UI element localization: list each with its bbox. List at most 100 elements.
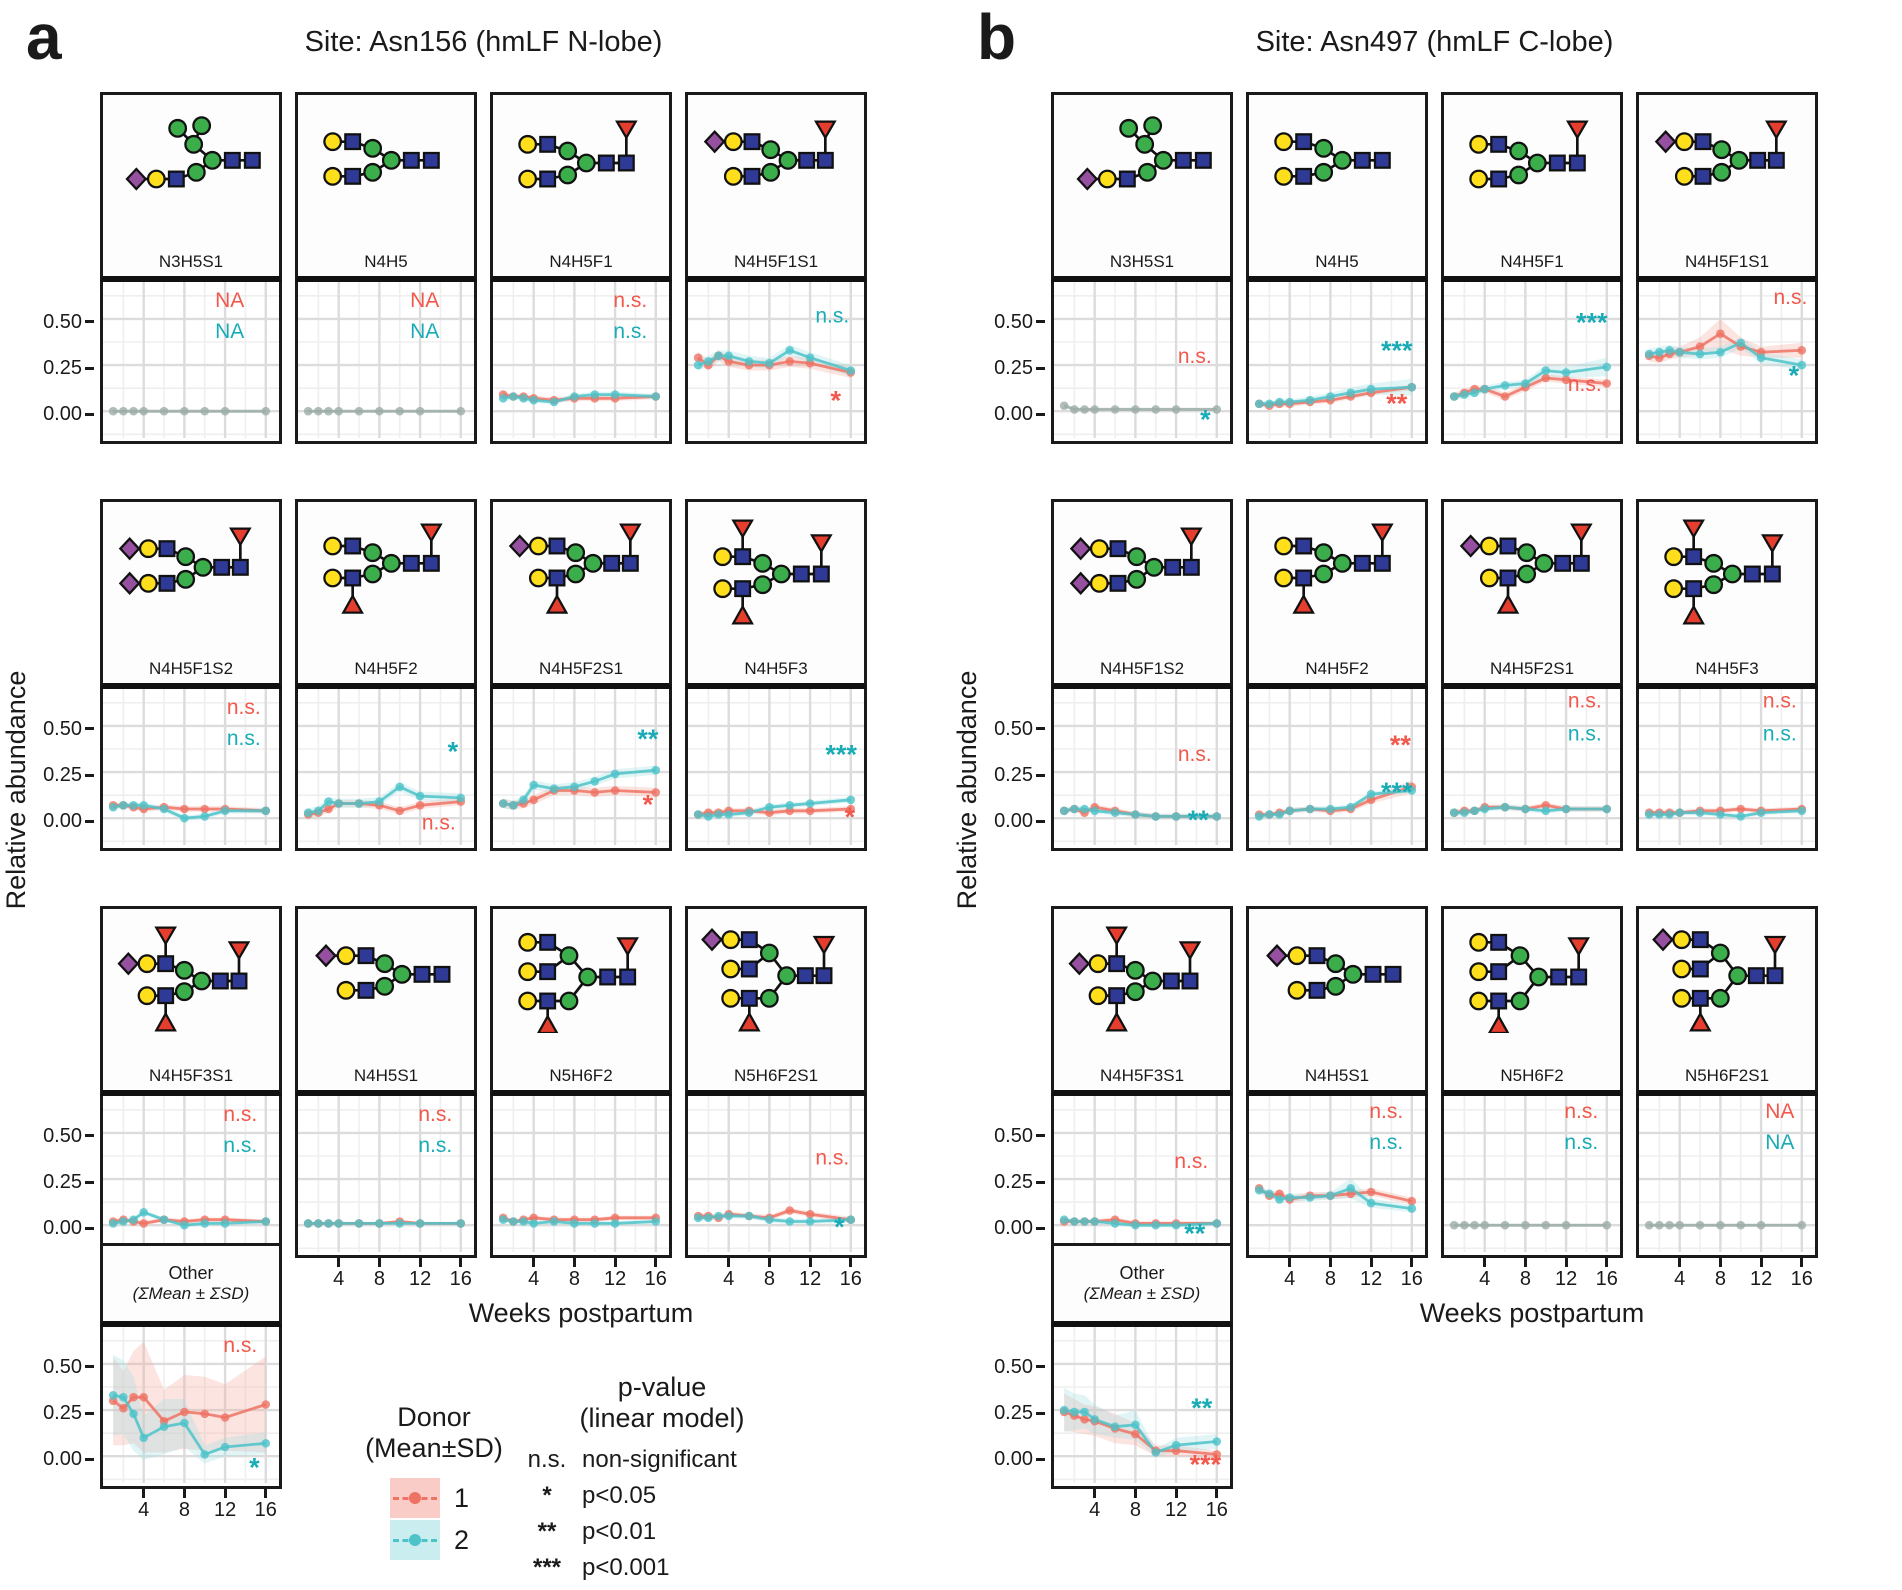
abundance-chart: n.s. n.s. [493,282,669,438]
y-tick-label: 0.00 [994,810,1033,833]
x-tick-label: 12 [1554,1268,1578,1290]
subplot-n4h5f1: N4H5F1 n.s. n.s. [490,92,672,444]
significance-annotation: n.s. [1568,723,1602,746]
x-tick-label: 4 [1479,1268,1491,1290]
x-tick-label: 8 [1714,1268,1726,1290]
subplot-n4h5f2: N4H5F2 * n.s. [295,499,477,851]
y-tick-mark [85,412,94,416]
subplot-n3h5s1: N3H5S1 NA NA 0.50 0.25 0.00 [43,92,282,444]
x-tick-mark [727,1258,731,1267]
other-title: Other [1119,1263,1165,1283]
y-tick-label: 0.00 [43,403,82,426]
glycan-panel: N3H5S1 [100,92,282,282]
abundance-chart: n.s. * [688,282,864,438]
chart-panel: n.s. n.s. [490,282,672,444]
x-tick-mark [1093,1489,1097,1498]
abundance-chart: n.s. ** [1054,689,1230,845]
star3-label: p<0.001 [582,1554,670,1581]
glycan-name: N4H5F1S2 [1099,659,1185,678]
glycan-name: N3H5S1 [1109,252,1175,271]
legend-pvalue-title: p-value [617,1372,707,1402]
subplot-n4h5s1: N4H5S1 n.s. n.s. 4 8 12 16 [295,906,477,1290]
y-axis-ticks: 0.50 0.25 0.00 [989,1096,1045,1252]
glycan-panel: N4H5S1 [1246,906,1428,1096]
chart-panel: ***** [1051,1327,1233,1489]
abundance-chart: n.s. n.s. [1639,689,1815,845]
chart-panel: n.s. * [100,1327,282,1489]
chart-panel: *** * [685,689,867,851]
glycan-structure-icon [508,523,642,614]
panel-b-grid: N3H5S1 n.s. * 0.50 0.25 0.00 N4H5 *** ** N4H5F1 **… [994,0,1822,1584]
subplot-n4h5: N4H5 NA NA [295,92,477,444]
panel-a-grid: N3H5S1 NA NA 0.50 0.25 0.00 N4H5 NA NA N4H5F1 n.s.… [43,0,871,1584]
x-tick-label: 16 [1205,1499,1228,1521]
glycan-panel: N4H5F2 [1246,499,1428,689]
pvalue-row-2star: ** p<0.01 [512,1518,812,1546]
glycan-panel: N4H5F1 [490,92,672,282]
significance-annotation: NA [1765,1100,1794,1123]
y-tick-mark [85,366,94,370]
abundance-chart: *** [493,689,669,845]
chart-panel [490,1096,672,1258]
other-subplot-header: Other (ΣMean ± ΣSD) [1051,1243,1233,1327]
abundance-chart: *** n.s. [1444,282,1620,438]
significance-annotation: NA [215,320,244,343]
y-tick-mark [1036,1365,1045,1369]
significance-annotation: ** [1188,805,1210,835]
x-tick-label: 8 [373,1268,385,1290]
donor1-label: 1 [454,1482,470,1513]
x-tick-mark [182,1489,186,1498]
x-tick-label: 8 [1324,1268,1336,1290]
y-tick-label: 0.25 [43,1402,82,1425]
y-axis-ticks: 0.50 0.25 0.00 [989,282,1045,438]
significance-annotation: n.s. [1369,1100,1403,1123]
y-tick-label: 0.00 [43,1217,82,1240]
other-title: Other [168,1263,214,1283]
y-tick-mark [85,1226,94,1230]
x-tick-label: 4 [1284,1268,1296,1290]
y-tick-mark [85,320,94,324]
abundance-chart: n.s. n.s. [298,1096,474,1252]
y-tick-mark [85,727,94,731]
subplot-n4h5s1: N4H5S1 n.s. n.s. 4 8 12 16 [1246,906,1428,1290]
glycan-panel: N4H5F3S1 [100,906,282,1096]
y-tick-mark [1036,773,1045,777]
y-axis-ticks: 0.50 0.25 0.00 [38,1327,94,1483]
glycan-structure-icon [713,519,833,625]
glycan-panel: N4H5 [295,92,477,282]
star2-symbol: ** [537,1518,557,1545]
significance-annotation: *** [1381,336,1413,366]
glycan-structure-icon [518,932,639,1033]
y-tick-label: 0.00 [43,810,82,833]
y-tick-mark [1036,1134,1045,1138]
significance-annotation: n.s. [1174,1150,1208,1173]
x-tick-label: 12 [408,1268,432,1290]
x-tick-label: 12 [1749,1268,1773,1290]
abundance-chart: n.s. * [1639,282,1815,438]
significance-annotation: *** [1576,308,1608,338]
abundance-chart: n.s. n.s. [1444,1096,1620,1252]
glycan-structure-icon [118,527,252,595]
abundance-chart: n.s. * [1054,282,1230,438]
significance-annotation: * [1789,361,1800,391]
abundance-chart: n.s. * [103,1327,279,1483]
x-axis-title: Weeks postpartum [468,1298,694,1328]
chart-panel: NA NA [100,282,282,444]
panel-a-title: Site: Asn156 (hmLF N-lobe) [304,26,663,58]
glycan-name: N4H5F1S1 [1684,252,1770,271]
subplot-n4h5f3: N4H5F3 *** * [685,499,867,851]
glycan-name: N4H5F1S2 [148,659,234,678]
y-tick-label: 0.50 [43,1124,82,1147]
abundance-chart: ***** [1249,282,1425,438]
significance-annotation: NA [1765,1131,1794,1154]
x-tick-mark [849,1258,853,1267]
glycan-panel: N4H5F1 [1441,92,1623,282]
y-tick-mark [85,1134,94,1138]
y-tick-label: 0.00 [43,1448,82,1471]
significance-annotation: n.s. [1763,690,1797,713]
significance-annotation: n.s. [223,1334,257,1357]
significance-annotation: *** [1381,777,1413,807]
significance-annotation: n.s. [1564,1131,1598,1154]
donor2-label: 2 [454,1524,470,1555]
glycan-structure-icon [1652,928,1787,1032]
